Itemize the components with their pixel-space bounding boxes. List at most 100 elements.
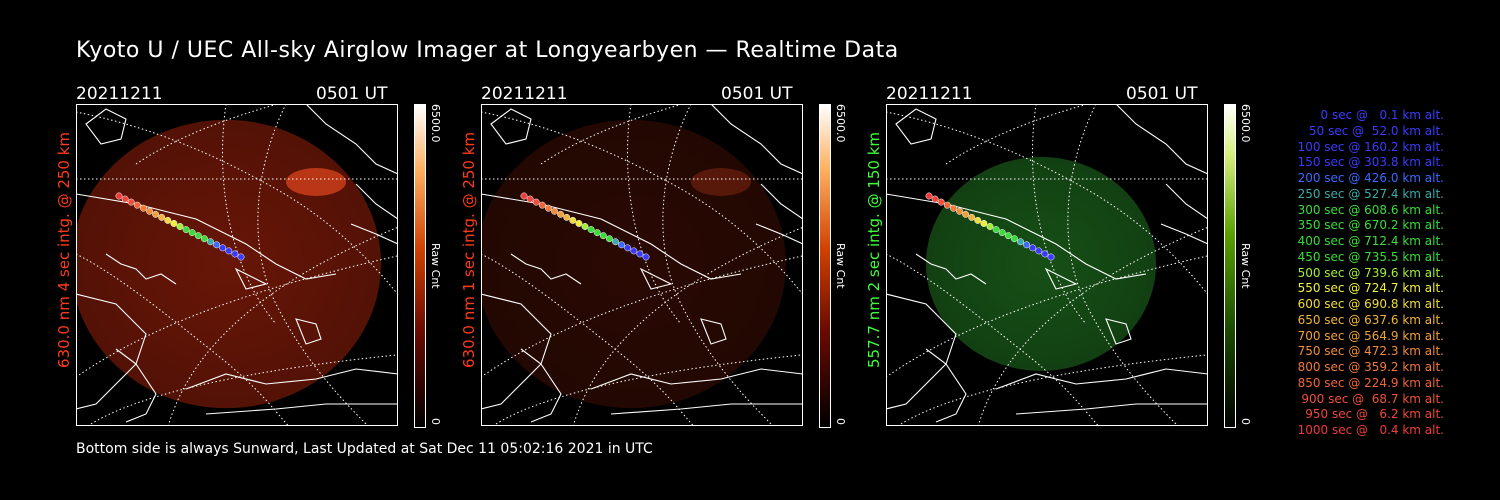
airglow-disk <box>926 157 1156 371</box>
trajectory-point <box>200 235 208 243</box>
trajectory-point <box>146 207 153 215</box>
coastline <box>234 267 268 290</box>
legend-row: 200 sec @ 426.0 km alt. <box>1297 171 1444 185</box>
legend-row: 50 sec @ 52.0 km alt. <box>1309 123 1444 138</box>
panel-2-date: 20211211 <box>481 84 568 104</box>
aurora-patch <box>286 168 346 196</box>
grid-line <box>135 104 280 165</box>
coastline <box>1165 183 1208 220</box>
coastline <box>639 267 673 290</box>
panel-1-date: 20211211 <box>76 84 163 104</box>
trajectory-point <box>998 229 1006 237</box>
panel-2-colorbar-max: 6500.0 <box>834 104 847 143</box>
coastline <box>895 108 937 145</box>
trajectory-point <box>532 198 540 206</box>
trajectory-point <box>194 232 202 240</box>
grid-line <box>1067 104 1179 426</box>
trajectory-point <box>139 204 147 212</box>
trajectory-point <box>642 253 650 261</box>
trajectory-point <box>612 238 619 246</box>
trajectory-point <box>974 216 982 224</box>
trajectory-point <box>526 195 534 203</box>
legend-row: 550 sec @ 724.7 km alt. <box>1297 281 1444 296</box>
legend-row: 750 sec @ 472.3 km alt. <box>1297 344 1444 359</box>
trajectory-point <box>986 223 994 230</box>
page-title: Kyoto U / UEC All-sky Airglow Imager at … <box>76 38 899 63</box>
panel-3-colorbar <box>1224 104 1236 428</box>
panel-3-date: 20211211 <box>886 84 973 104</box>
map-content <box>76 104 398 426</box>
grid-line <box>90 354 398 425</box>
trajectory-point <box>1029 244 1037 252</box>
legend-row: 100 sec @ 160.2 km alt. <box>1297 139 1444 154</box>
panel-1-colorbar-min: 0 <box>429 418 442 425</box>
panel-3-colorbar-label: Raw Cnt <box>1239 243 1252 289</box>
trajectory-point <box>943 201 951 209</box>
trajectory-point <box>587 226 595 234</box>
trajectory-point <box>992 226 1000 234</box>
coastline <box>520 348 562 423</box>
panel-3-time: 0501 UT <box>1126 84 1198 104</box>
grid-line <box>662 104 774 426</box>
grid-line <box>257 104 369 426</box>
legend-row: 950 sec @ 6.2 km alt. <box>1305 407 1444 422</box>
coastline <box>85 108 127 145</box>
coastline <box>355 183 398 220</box>
trajectory-point <box>931 195 939 203</box>
legend-row: 850 sec @ 224.9 km alt. <box>1297 375 1444 390</box>
panel-1-colorbar-max: 6500.0 <box>429 104 442 143</box>
coastline <box>925 348 967 423</box>
panel-1-colorbar <box>414 104 426 428</box>
panel-3-colorbar-min: 0 <box>1239 418 1252 425</box>
trajectory-point <box>188 229 196 237</box>
trajectory-point <box>962 210 970 218</box>
airglow-disk <box>481 119 786 409</box>
map-content <box>481 104 803 426</box>
grid-line <box>481 255 803 378</box>
legend-row: 650 sec @ 637.6 km alt. <box>1297 312 1444 327</box>
coastline <box>115 348 157 423</box>
trajectory-point <box>1041 250 1049 258</box>
grid-line <box>977 226 1208 426</box>
panel-2-ylabel: 630.0 nm 1 sec intg. @ 250 km <box>460 131 478 368</box>
grid-line <box>945 104 1090 165</box>
trajectory-point <box>569 216 577 224</box>
trajectory-point <box>225 247 233 255</box>
coastline <box>185 368 398 390</box>
trajectory-point <box>1004 232 1012 240</box>
trajectory-point <box>956 207 963 215</box>
legend-row: 150 sec @ 303.8 km alt. <box>1297 155 1444 170</box>
trajectory-point <box>1035 247 1043 255</box>
trajectory-legend: 0 sec @ 0.1 km alt. 50 sec @ 52.0 km alt… <box>1258 108 1444 439</box>
panel-1-ylabel: 630.0 nm 4 sec intg. @ 250 km <box>55 131 73 368</box>
coastline <box>760 183 803 220</box>
trajectory-point <box>544 204 552 212</box>
trajectory-point <box>949 204 957 212</box>
panel-frame <box>886 104 1208 426</box>
grid-line <box>495 354 803 425</box>
coastline <box>510 253 582 285</box>
trajectory-point <box>152 210 160 218</box>
trajectory-point <box>980 220 988 227</box>
grid-line <box>886 111 1208 296</box>
trajectory-point <box>538 201 546 209</box>
trajectory-point <box>1010 235 1018 243</box>
trajectory-point <box>925 192 933 200</box>
trajectory-point <box>551 207 558 215</box>
grid-line <box>886 255 1208 378</box>
panel-2-colorbar-min: 0 <box>834 418 847 425</box>
coastline <box>995 368 1208 390</box>
trajectory-point <box>593 229 601 237</box>
legend-row: 700 sec @ 564.9 km alt. <box>1297 328 1444 343</box>
legend-row: 500 sec @ 739.6 km alt. <box>1297 265 1444 280</box>
trajectory-point <box>121 195 129 203</box>
grid-line <box>76 255 398 378</box>
trajectory-point <box>599 232 607 240</box>
legend-row: 250 sec @ 527.4 km alt. <box>1297 186 1444 201</box>
coastline <box>1015 403 1208 415</box>
coastline <box>710 104 803 175</box>
trajectory-point <box>630 247 638 255</box>
trajectory-point <box>1047 253 1055 261</box>
coastline <box>295 318 322 345</box>
legend-row: 600 sec @ 690.8 km alt. <box>1297 297 1444 311</box>
